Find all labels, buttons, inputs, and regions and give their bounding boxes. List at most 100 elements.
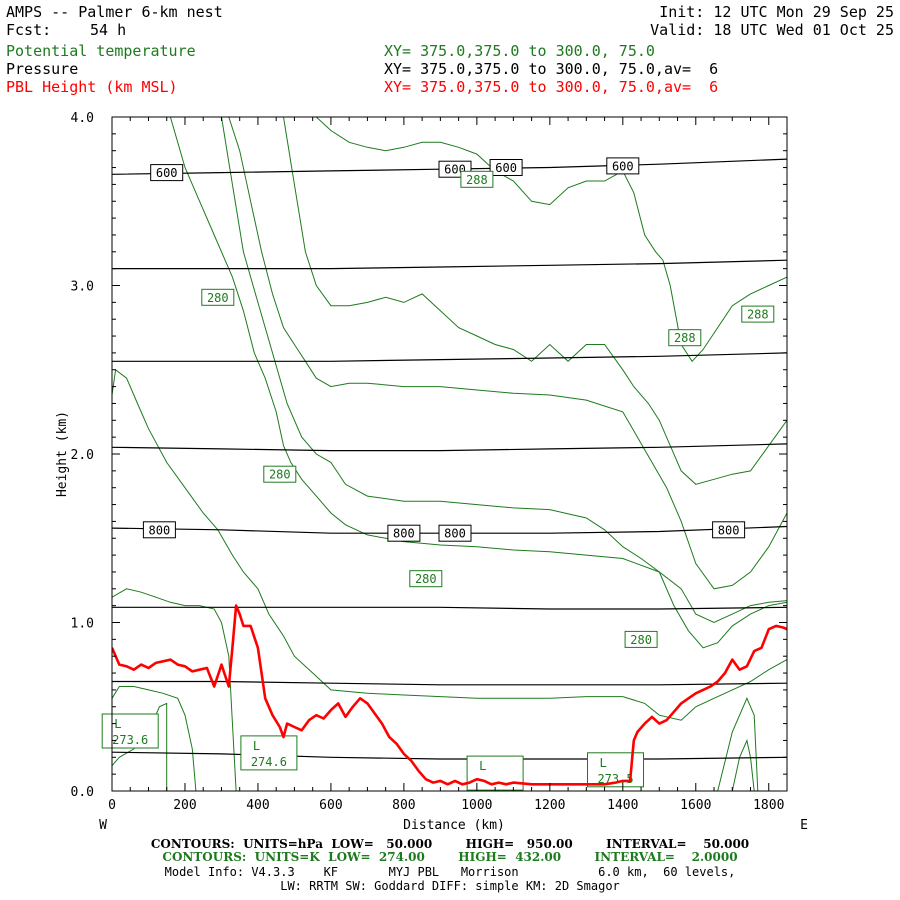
theta-label-5-box [668,329,702,347]
theta-label-4-box [460,170,494,188]
theta-low-value-0: 273.6 [112,733,148,747]
model-info-line-1: Model Info: V4.3.3 KF MYJ PBL Morrison 6… [164,865,736,879]
pressure-label-3-box [606,157,640,175]
x-axis-label: Distance (km) [403,818,505,833]
theta-contour-1 [112,368,787,721]
pressure-label-0-box [150,164,184,182]
theta-label-2-text: 280 [415,572,437,586]
model-title: AMPS -- Palmer 6-km nest [6,3,223,21]
theta-low-box-1 [240,735,298,771]
valid-time: Valid: 18 UTC Wed 01 Oct 25 [650,21,894,39]
pressure-label-2-text: 600 [495,161,517,175]
theta-contour-9 [717,697,759,791]
theta-low-0: L 273.6 [101,713,159,749]
field-pbl-xy: XY= 375.0,375.0 to 300.0, 75.0,av= 6 [384,78,719,96]
theta-label-3-box [624,630,658,648]
y-tick-label-4: 4.0 [71,111,94,126]
theta-label-0-box [201,288,235,306]
y-tick-label-1: 1.0 [71,617,94,632]
pressure-label-4-box [142,521,176,539]
theta-label-3: 280 [624,630,658,648]
theta-label-5: 288 [668,329,702,347]
pbl-height-line [112,604,787,786]
x-tick-label-7: 1400 [607,798,638,813]
pressure-contour-900 [112,680,787,686]
pressure-label-7: 800 [712,521,746,539]
theta-contours [112,117,787,791]
theta-low-value-3: 273.5 [597,772,633,786]
axes: 0 200 400 600 800 1000 1200 1400 1600 1800 0.0 1.0 2… [71,111,787,813]
x-tick-label-4: 800 [392,798,415,813]
pressure-contours [112,158,787,760]
theta-low-letter-2: L [479,759,486,773]
theta-low-box-3 [587,752,644,788]
pressure-contour-950 [112,751,787,760]
pbl-height-series [112,604,787,786]
pressure-label-6: 800 [438,524,472,542]
theta-label-1-text: 280 [269,468,291,482]
pressure-label-6-text: 800 [444,527,466,541]
init-time: Init: 12 UTC Mon 29 Sep 25 [659,3,894,21]
theta-contour-2 [221,117,787,649]
field-theta-xy: XY= 375.0,375.0 to 300.0, 75.0 [384,42,655,60]
theta-label-6: 288 [741,305,775,323]
forecast-label: Fcst: [6,21,52,39]
theta-label-1-box [263,465,297,483]
field-pressure-name: Pressure [6,60,79,78]
theta-low-letter-0: L [114,717,121,731]
pressure-label-0-text: 600 [156,166,178,180]
x-tick-label-5: 1000 [461,798,492,813]
field-theta-name: Potential temperature [6,42,196,60]
x-tick-label-2: 400 [246,798,269,813]
pressure-label-6-box [438,524,472,542]
y-tick-label-3: 3.0 [71,280,94,295]
theta-contour-4 [283,117,787,485]
x-tick-label-1: 200 [173,798,196,813]
theta-contour-3 [228,117,787,590]
pressure-label-2: 600 [489,159,523,176]
theta-contour-0 [169,117,787,624]
theta-label-2: 280 [409,570,443,588]
pressure-label-2-box [489,159,523,176]
theta-label-4-text: 288 [466,173,488,187]
model-info-line-2: LW: RRTM SW: Goddard DIFF: simple KM: 2D… [280,879,620,893]
field-pbl-name: PBL Height (km MSL) [6,78,178,96]
x-tick-label-8: 1600 [680,798,711,813]
theta-contour-info: CONTOURS: UNITS=K LOW= 274.00 HIGH= 432.… [162,850,738,864]
theta-low-letter-3: L [600,756,607,770]
theta-label-1: 280 [263,465,297,483]
theta-label-2-box [409,570,443,588]
theta-low-markers: L 273.6 L 274.6 L L 273.5 [101,713,644,791]
theta-low-2: L [466,755,524,791]
forecast-hours: 54 h [90,21,127,39]
theta-label-5-text: 288 [674,331,696,345]
x-tick-label-9: 1800 [753,798,784,813]
theta-contour-6 [112,686,197,791]
theta-low-1: L 274.6 [240,735,298,771]
west-label: W [99,818,107,833]
pressure-label-4-text: 800 [149,523,171,537]
pressure-contour-info: CONTOURS: UNITS=hPa LOW= 50.000 HIGH= 95… [150,837,750,851]
plot-frame [111,116,788,792]
x-tick-label-3: 600 [319,798,342,813]
pressure-label-5-text: 800 [393,527,415,541]
y-tick-label-2: 2.0 [71,448,94,463]
pressure-label-0: 600 [150,164,184,182]
east-label: E [800,818,808,833]
theta-label-3-text: 280 [630,633,652,647]
pressure-contour-750 [112,443,787,452]
theta-contour-10 [731,738,755,791]
theta-low-box-2 [466,755,524,791]
x-tick-label-6: 1200 [534,798,565,813]
theta-contour-labels: 280 280 280 280 288 288 288 [201,170,775,648]
x-tick-label-0: 0 [108,798,116,813]
y-axis-label: Height (km) [55,411,70,497]
pressure-label-3-text: 600 [612,159,634,173]
pressure-label-4: 800 [142,521,176,539]
pressure-label-5-box [387,524,421,542]
theta-label-4: 288 [460,170,494,188]
theta-label-0: 280 [201,288,235,306]
